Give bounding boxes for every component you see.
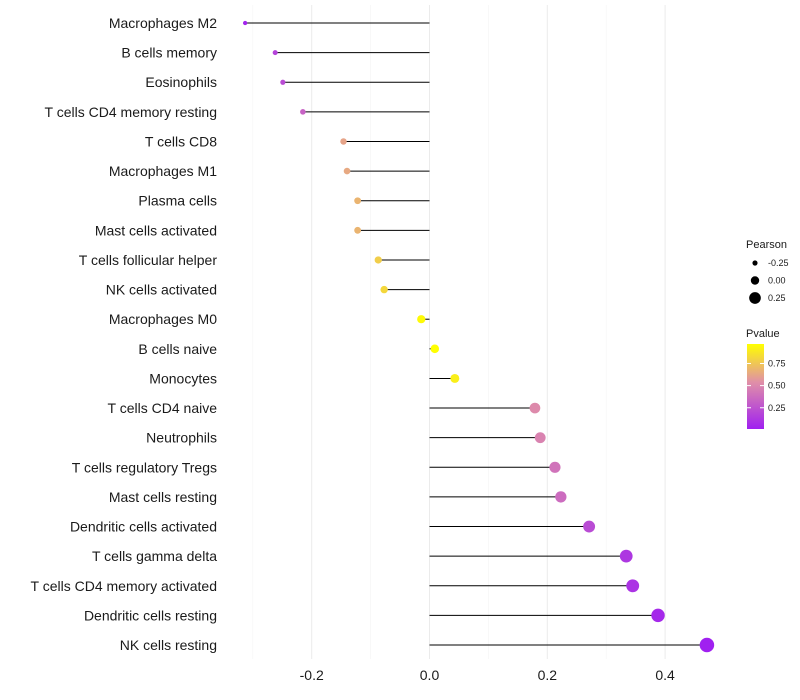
lollipop-stems — [245, 22, 707, 646]
color-legend-label: 0.50 — [768, 381, 786, 391]
lollipop-point — [583, 520, 596, 533]
category-label: T cells CD4 memory resting — [45, 104, 217, 120]
lollipop-point — [374, 256, 382, 264]
size-legend-label: -0.25 — [768, 258, 789, 268]
lollipop-points — [242, 20, 715, 653]
grid-lines — [252, 5, 666, 660]
color-legend-bar — [747, 344, 764, 429]
size-legend-label: 0.25 — [768, 293, 786, 303]
category-label: T cells CD8 — [145, 133, 217, 149]
lollipop-point — [699, 637, 715, 653]
category-label: Macrophages M2 — [109, 15, 217, 31]
x-tick-label: 0.2 — [538, 667, 558, 683]
category-label: NK cells resting — [120, 637, 217, 653]
color-legend-label: 0.25 — [768, 403, 786, 413]
category-label: T cells gamma delta — [92, 548, 217, 564]
category-label: Eosinophils — [145, 74, 217, 90]
lollipop-point — [534, 432, 546, 444]
lollipop-point — [340, 138, 347, 145]
lollipop-point — [354, 197, 362, 205]
category-label: T cells CD4 memory activated — [31, 578, 217, 594]
size-legend-dot — [750, 276, 760, 285]
color-legend-label: 0.75 — [768, 358, 786, 368]
category-label: Dendritic cells activated — [70, 519, 217, 535]
lollipop-point — [555, 491, 567, 503]
lollipop-point — [354, 226, 362, 234]
pvalue-color-legend: Pvalue 0.75 0.50 0.25 — [746, 328, 786, 429]
category-label: B cells memory — [121, 45, 217, 61]
x-tick-label: -0.2 — [300, 667, 324, 683]
category-label: T cells CD4 naive — [108, 400, 218, 416]
category-label: Dendritic cells resting — [84, 607, 217, 623]
lollipop-point — [380, 285, 388, 294]
x-tick-label: 0.4 — [655, 667, 675, 683]
category-label: Mast cells resting — [109, 489, 217, 505]
color-legend-title: Pvalue — [746, 328, 780, 340]
pearson-size-legend: Pearson -0.25 0.00 0.25 — [746, 239, 789, 304]
lollipop-point — [300, 109, 306, 115]
lollipop-point — [280, 79, 286, 85]
category-label: NK cells activated — [106, 282, 217, 298]
lollipop-point — [450, 373, 460, 383]
category-label: T cells regulatory Tregs — [72, 459, 217, 475]
x-tick-label: 0.0 — [420, 667, 440, 683]
size-legend-title: Pearson — [746, 239, 787, 251]
lollipop-point — [549, 461, 561, 473]
x-axis-tick-labels: -0.2 0.0 0.2 0.4 — [300, 667, 675, 683]
lollipop-point — [417, 315, 426, 324]
category-label: Monocytes — [149, 370, 217, 386]
size-legend-label: 0.00 — [768, 276, 786, 286]
lollipop-point — [651, 608, 665, 623]
category-label: B cells naive — [138, 341, 217, 357]
category-label: Neutrophils — [146, 430, 217, 446]
size-legend-dot — [752, 260, 758, 266]
category-label: T cells follicular helper — [79, 252, 218, 268]
lollipop-point — [619, 549, 633, 563]
category-label: Macrophages M0 — [109, 311, 217, 327]
category-label: Plasma cells — [138, 193, 217, 209]
lollipop-point — [343, 167, 351, 175]
size-legend-dot — [749, 292, 761, 304]
lollipop-point — [272, 50, 278, 56]
lollipop-point — [626, 579, 640, 593]
lollipop-point — [529, 402, 541, 414]
category-label: Macrophages M1 — [109, 163, 217, 179]
lollipop-point — [242, 20, 248, 26]
category-label: Mast cells activated — [95, 222, 217, 238]
lollipop-point — [430, 344, 440, 354]
category-labels: Macrophages M2 B cells memory Eosinophils T… — [31, 15, 218, 653]
